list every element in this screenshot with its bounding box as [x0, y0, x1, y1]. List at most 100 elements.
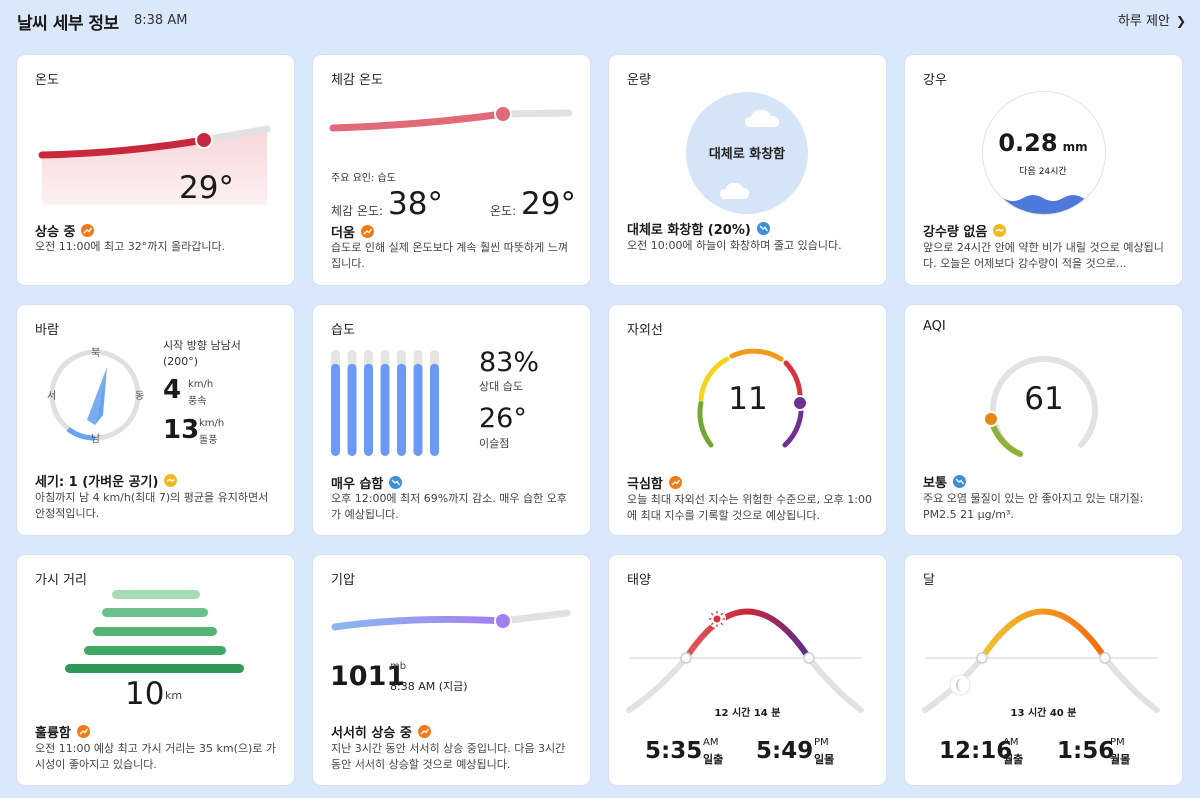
status-row: 대체로 화창함 (20%)	[627, 219, 770, 238]
feels-label: 체감 온도:	[331, 204, 384, 218]
sunset-ampm: PM	[814, 737, 829, 748]
visibility-card[interactable]: 가시 거리 10 km 훌륭함 오전 11:00 예상 최고 가시 거리는 35…	[17, 555, 294, 785]
card-title: 체감 온도	[331, 73, 383, 88]
moonset-time: 1:56	[1057, 738, 1115, 764]
pressure-value: 1011	[330, 661, 406, 692]
card-description: 오전 11:00 예상 최고 가시 거리는 35 km(으)로 가시성이 좋아지…	[35, 742, 277, 771]
status-row: 강수량 없음	[923, 221, 1007, 240]
humidity-bar-fill	[347, 363, 357, 456]
card-description: 주요 오염 물질이 있는 안 좋아지고 있는 대기질: PM2.5 21 µg/…	[923, 492, 1144, 521]
humidity-bar-fill	[430, 363, 439, 456]
card-title: 자외선	[627, 323, 663, 338]
status-row: 보통	[923, 472, 966, 491]
temp-label: 온도:	[490, 204, 517, 218]
temp-value: 29°	[521, 186, 576, 222]
aqi-card[interactable]: AQI 61 보통 주요 오염 물질이 있는 안 좋아지고 있는 대기질: PM…	[905, 305, 1182, 535]
sun-card[interactable]: 태양 12 시간 14 분 5:35 AM 일출 5:49	[609, 555, 886, 785]
humidity-bar-fill	[380, 363, 390, 456]
card-description: 오늘 최대 자외선 지수는 위험한 수준으로, 오후 1:00에 최대 지수를 …	[627, 493, 872, 522]
sun-icon	[708, 610, 726, 628]
aqi-gauge	[983, 355, 1098, 457]
pressure-card[interactable]: 기압 1011 mb 8:38 AM (지금) 서서히 상승 중 지난 3시간 …	[313, 555, 590, 785]
status-label: 상승 중	[35, 225, 76, 240]
visibility-bars	[65, 590, 244, 673]
trend-up-icon	[81, 224, 95, 237]
trend-down-icon	[389, 476, 403, 489]
wind-speed-unit: km/h	[188, 379, 214, 390]
rain-unit: mm	[1062, 140, 1088, 154]
card-title: 태양	[627, 573, 651, 588]
rain-gauge	[982, 91, 1106, 215]
status-label: 대체로 화창함 (20%)	[627, 223, 751, 238]
moon-icon	[949, 674, 971, 696]
status-label: 더움	[331, 226, 355, 241]
water-wave	[983, 195, 1105, 214]
precipitation-card[interactable]: 강우 0.28 mm 다음 24시간 강수량 없음 앞으로 24시간 안에 약한…	[905, 55, 1182, 285]
status-label: 강수량 없음	[923, 225, 988, 240]
card-title: 기압	[331, 573, 355, 588]
uv-gauge	[697, 348, 808, 448]
cloud-icon	[720, 182, 749, 199]
dew-point-value: 26°	[479, 403, 527, 434]
card-description: 앞으로 24시간 안에 약한 비가 내릴 것으로 예상됩니다. 오늘은 어제보다…	[923, 241, 1164, 270]
moonrise-time: 12:16	[939, 738, 1013, 764]
wind-gust-unit: km/h	[199, 418, 225, 429]
dew-point-label: 이슬점	[479, 437, 510, 450]
cloud-icon	[745, 109, 779, 127]
sunrise-time: 5:35	[645, 738, 703, 764]
cloud-cover-card[interactable]: 운량 대체로 화창함 대체로 화창함 (20%) 오전 10:00에 하늘이 화…	[609, 55, 886, 285]
sunset-time: 5:49	[756, 738, 814, 764]
wind-card[interactable]: 바람 북 동 남 서 시작 방향 남남서 (200°) 4 km/h 풍속 13…	[17, 305, 294, 535]
trend-up-icon	[360, 225, 374, 238]
pressure-curve	[331, 609, 571, 631]
card-title: 바람	[35, 323, 59, 338]
wind-compass	[49, 349, 141, 441]
rain-subtitle: 다음 24시간	[1019, 167, 1067, 177]
uv-index-card[interactable]: 자외선 11 극심함 오늘 최대 자외선 지수는 위험한 수준으로, 오후 1:…	[609, 305, 886, 535]
daily-suggestion-link[interactable]: 하루 제안 ❯	[1118, 10, 1186, 29]
uv-value: 11	[728, 381, 768, 417]
compass-s: 남	[91, 434, 101, 445]
sun-arc	[626, 608, 864, 713]
humidity-bar-fill	[413, 363, 423, 456]
feels-like-marker	[494, 105, 512, 123]
moon-arc	[922, 608, 1160, 713]
feels-value: 38°	[388, 186, 443, 222]
status-label: 훌륭함	[35, 726, 71, 741]
humidity-card[interactable]: 습도 83% 상대 습도 26° 이슬점 매우 습함 오후 12:00에 최저 …	[313, 305, 590, 535]
day-length: 12 시간 14 분	[714, 708, 781, 719]
wind-gust: 13	[163, 415, 200, 445]
card-title: 가시 거리	[35, 573, 87, 588]
card-description: 오전 10:00에 하늘이 화창하며 줄고 있습니다.	[627, 239, 842, 252]
top-bar: 날씨 세부 정보 8:38 AM 하루 제안 ❯	[0, 0, 1200, 40]
trend-down-icon	[952, 475, 966, 488]
wind-direction: 시작 방향 남남서 (200°)	[163, 339, 241, 368]
wind-speed-label: 풍속	[188, 396, 207, 407]
moon-length: 13 시간 40 분	[1010, 708, 1077, 719]
humidity-value: 83%	[479, 347, 540, 378]
humidity-bar-fill	[364, 363, 373, 456]
status-row: 극심함	[627, 473, 682, 492]
status-row: 서서히 상승 중	[331, 722, 431, 741]
humidity-bars	[331, 350, 439, 456]
temperature-card[interactable]: 온도 29° 상승 중 오전 11:00에 최고 32°까지 올라갑니다.	[17, 55, 294, 285]
card-title: 습도	[331, 323, 355, 338]
trend-up-icon	[417, 725, 431, 738]
feels-like-card[interactable]: 체감 온도 주요 요인: 습도 체감 온도: 38° 온도: 29° 더움 습도…	[313, 55, 590, 285]
cloud-center-label: 대체로 화창함	[708, 147, 786, 162]
aqi-marker	[983, 411, 999, 427]
compass-e: 동	[135, 391, 145, 402]
compass-w: 서	[47, 391, 57, 402]
status-label: 극심함	[627, 477, 663, 492]
wind-gust-label: 돌풍	[199, 435, 218, 446]
uv-marker	[792, 395, 808, 411]
visibility-value: 10	[125, 676, 165, 712]
compass-n: 북	[91, 348, 101, 359]
moonrise-ampm: AM	[1003, 737, 1019, 748]
pressure-time: 8:38 AM (지금)	[390, 680, 468, 693]
status-row: 더움	[331, 222, 374, 241]
status-row: 매우 습함	[331, 473, 403, 492]
moonset-ampm: PM	[1110, 737, 1125, 748]
moon-card[interactable]: 달 13 시간 40 분 12:16 AM 월출 1:56 PM 월몰	[905, 555, 1182, 785]
main-factor: 주요 요인: 습도	[331, 173, 396, 184]
